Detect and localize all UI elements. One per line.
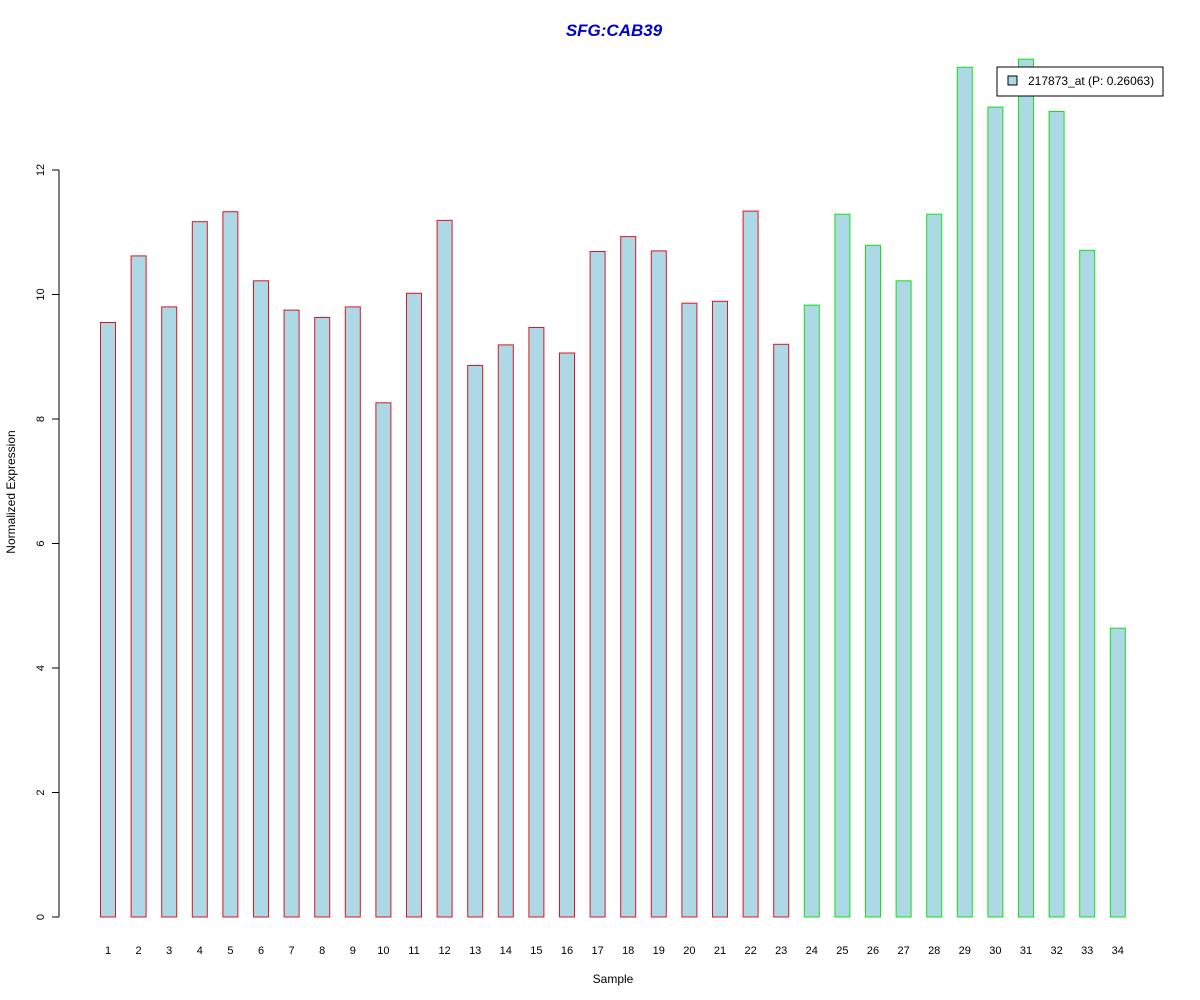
x-tick-label: 17 — [591, 945, 603, 957]
bar-sample-14 — [497, 344, 514, 918]
x-tick-label: 16 — [561, 945, 573, 957]
bar-sample-29 — [956, 66, 973, 918]
bar-sample-12 — [436, 219, 453, 918]
bar-sample-22 — [742, 210, 759, 918]
y-tick-label: 2 — [35, 789, 47, 795]
x-tick-label: 25 — [836, 945, 848, 957]
bar-sample-11 — [406, 292, 422, 918]
bar-sample-16 — [559, 352, 575, 918]
y-tick-label: 10 — [35, 288, 47, 300]
x-tick-label: 7 — [289, 945, 295, 957]
x-tick-label: 2 — [136, 945, 142, 957]
bar-sample-13 — [467, 365, 484, 918]
bar-sample-28 — [926, 213, 943, 918]
bar-sample-33 — [1079, 249, 1096, 918]
bar-sample-10 — [375, 402, 392, 918]
y-axis-title: Normalized Expression — [4, 430, 18, 553]
bar-sample-31 — [1018, 58, 1034, 918]
x-tick-label: 3 — [166, 945, 172, 957]
bar-sample-32 — [1048, 111, 1065, 918]
x-tick-label: 29 — [959, 945, 971, 957]
x-tick-label: 26 — [867, 945, 879, 957]
legend-swatch — [1007, 75, 1018, 86]
bar-sample-30 — [987, 106, 1004, 918]
bar-sample-9 — [344, 306, 361, 918]
x-tick-label: 34 — [1112, 945, 1124, 957]
bar-sample-8 — [314, 317, 331, 918]
x-tick-label: 33 — [1081, 945, 1093, 957]
x-tick-label: 28 — [928, 945, 940, 957]
bar-sample-34 — [1109, 627, 1126, 918]
x-tick-label: 20 — [683, 945, 695, 957]
bar-sample-20 — [681, 302, 698, 918]
bar-sample-5 — [222, 211, 239, 918]
x-tick-label: 30 — [989, 945, 1001, 957]
chart-title: SFG:CAB39 — [566, 21, 663, 40]
x-tick-label: 4 — [197, 945, 203, 957]
bar-sample-26 — [865, 244, 881, 918]
x-tick-label: 11 — [408, 945, 419, 957]
bar-sample-7 — [283, 309, 300, 918]
bar-sample-1 — [100, 322, 116, 918]
legend-label: 217873_at (P: 0.26063) — [1028, 74, 1154, 88]
bar-sample-27 — [895, 280, 912, 918]
legend: 217873_at (P: 0.26063) — [996, 66, 1164, 97]
x-axis-title: Sample — [593, 972, 634, 986]
bar-sample-24 — [803, 304, 820, 918]
y-tick-label: 8 — [35, 416, 47, 422]
y-tick-label: 12 — [35, 164, 47, 176]
x-tick-label: 24 — [806, 945, 818, 957]
bar-sample-19 — [650, 250, 667, 918]
x-tick-label: 10 — [377, 945, 389, 957]
x-tick-label: 21 — [714, 945, 726, 957]
bar-sample-15 — [528, 327, 545, 918]
x-tick-label: 18 — [622, 945, 634, 957]
x-tick-label: 5 — [227, 945, 233, 957]
x-tick-label: 12 — [438, 945, 450, 957]
bar-sample-17 — [589, 251, 606, 918]
x-tick-label: 15 — [530, 945, 542, 957]
x-tick-label: 23 — [775, 945, 787, 957]
x-tick-label: 31 — [1020, 945, 1032, 957]
x-tick-label: 14 — [500, 945, 512, 957]
x-tick-label: 32 — [1050, 945, 1062, 957]
x-tick-label: 27 — [897, 945, 909, 957]
x-tick-label: 8 — [319, 945, 325, 957]
bar-sample-2 — [130, 255, 147, 918]
y-tick-label: 4 — [35, 665, 47, 671]
bar-sample-18 — [620, 236, 637, 918]
bar-sample-21 — [712, 300, 728, 918]
x-tick-label: 19 — [653, 945, 665, 957]
bar-sample-25 — [834, 213, 851, 918]
bar-sample-3 — [161, 306, 178, 918]
x-tick-label: 22 — [744, 945, 756, 957]
bars — [100, 58, 1126, 918]
bar-sample-6 — [253, 280, 269, 918]
bar-sample-4 — [191, 221, 208, 918]
bar-sample-23 — [773, 343, 790, 918]
x-tick-label: 13 — [469, 945, 481, 957]
x-tick-label: 9 — [350, 945, 356, 957]
x-tick-label: 6 — [258, 945, 264, 957]
x-tick-label: 1 — [105, 945, 111, 957]
legend-box — [996, 66, 1164, 97]
x-tick-labels: 1 2 3 4 5 6 7 8 9 10 11 12 13 14 15 16 17 18 19 20 21 22 23 24 2… — [105, 945, 1124, 957]
y-tick-label: 0 — [35, 914, 47, 920]
y-tick-label: 6 — [35, 540, 47, 546]
y-axis: 0 2 4 6 8 10 12 — [35, 164, 60, 920]
